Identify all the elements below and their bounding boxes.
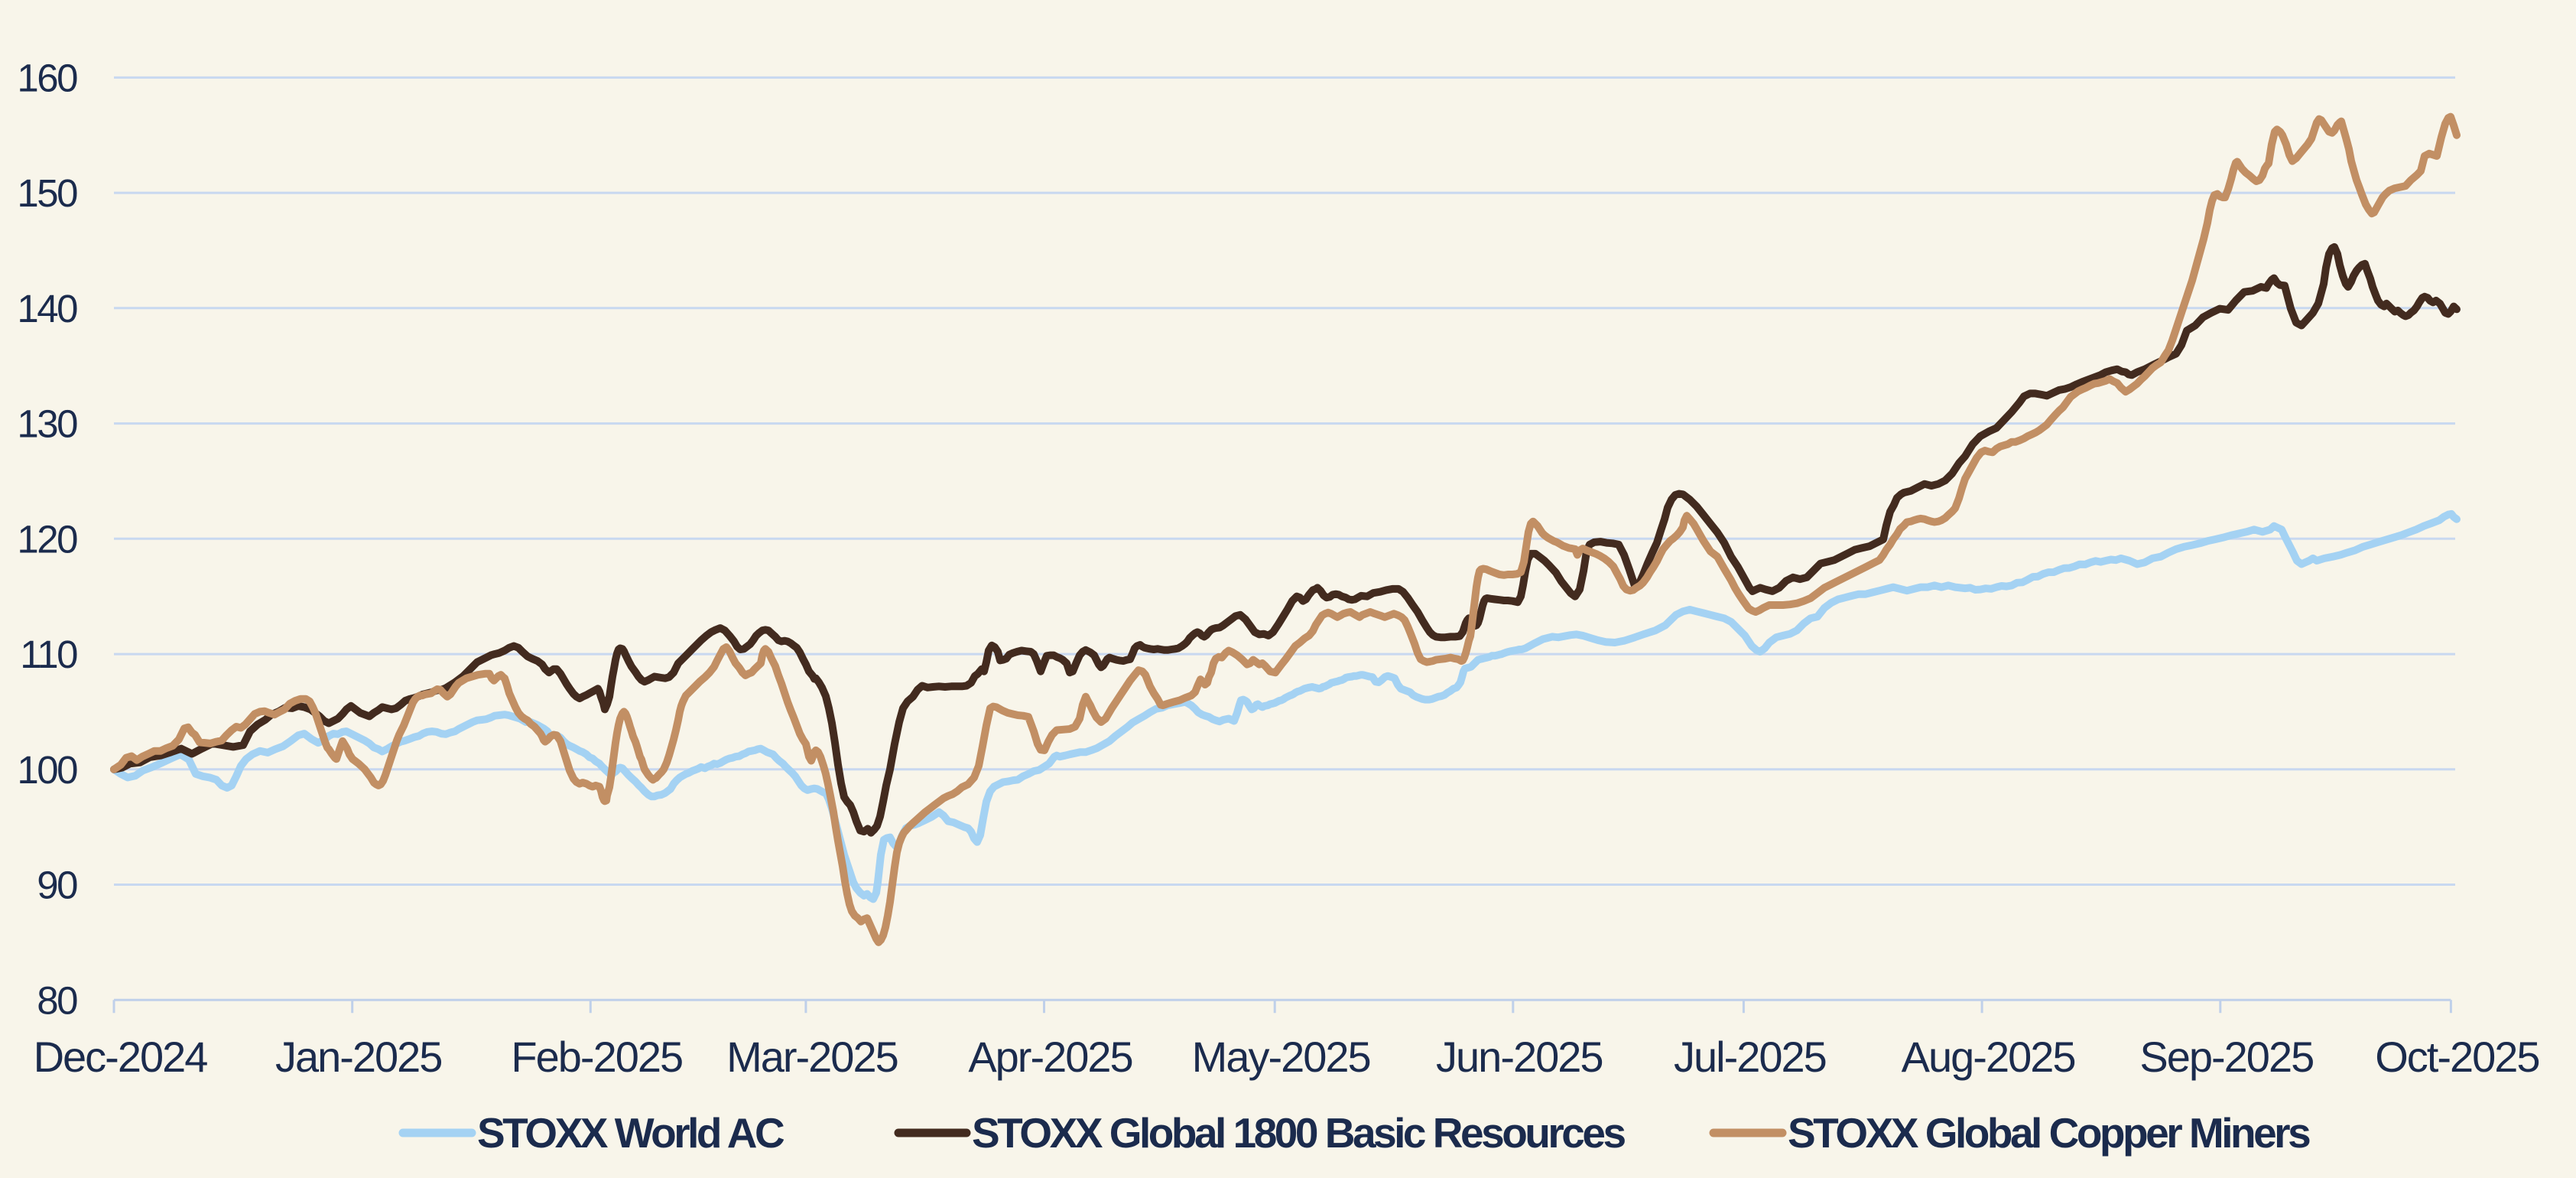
svg-text:STOXX Global Copper Miners: STOXX Global Copper Miners [1788,1109,2310,1157]
svg-text:Jul-2025: Jul-2025 [1674,1033,1826,1081]
svg-text:Aug-2025: Aug-2025 [1902,1033,2075,1081]
svg-text:90: 90 [37,864,77,907]
svg-text:100: 100 [17,748,77,792]
svg-text:Feb-2025: Feb-2025 [511,1033,682,1081]
svg-text:Apr-2025: Apr-2025 [968,1033,1132,1081]
svg-text:May-2025: May-2025 [1192,1033,1370,1081]
svg-text:Dec-2024: Dec-2024 [34,1033,208,1081]
svg-text:Jan-2025: Jan-2025 [275,1033,442,1081]
svg-text:130: 130 [17,402,77,446]
svg-text:120: 120 [17,517,77,561]
svg-text:140: 140 [17,287,77,330]
svg-text:Sep-2025: Sep-2025 [2139,1033,2313,1081]
svg-text:STOXX Global 1800 Basic Resour: STOXX Global 1800 Basic Resources [972,1109,1625,1157]
svg-text:160: 160 [17,56,77,99]
svg-text:Oct-2025: Oct-2025 [2375,1033,2539,1081]
svg-text:Mar-2025: Mar-2025 [726,1033,898,1081]
svg-text:150: 150 [17,171,77,215]
svg-text:80: 80 [37,978,77,1022]
svg-text:110: 110 [20,633,77,676]
svg-text:STOXX World AC: STOXX World AC [477,1109,784,1157]
svg-text:Jun-2025: Jun-2025 [1436,1033,1603,1081]
